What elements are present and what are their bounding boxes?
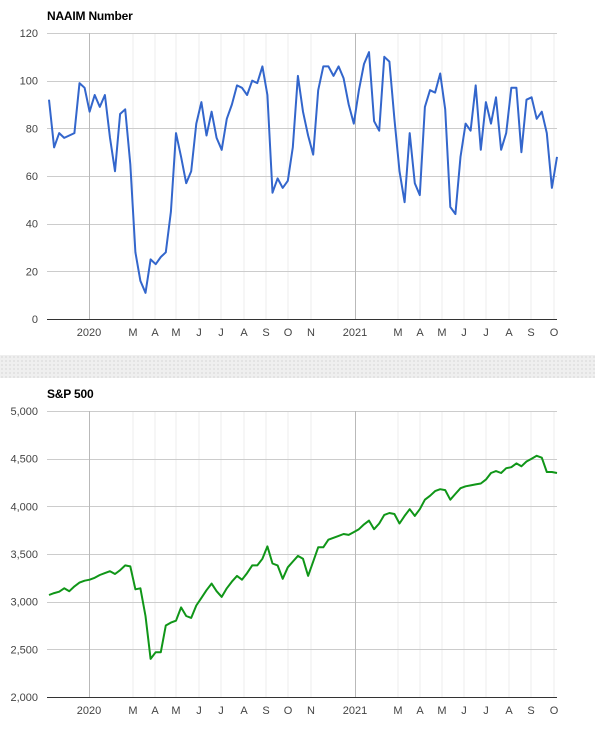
x-tick-label: 2020 bbox=[77, 705, 101, 717]
x-tick-label: A bbox=[151, 705, 159, 717]
y-tick-label: 60 bbox=[26, 171, 38, 183]
x-tick-label: M bbox=[171, 705, 180, 717]
chart-separator bbox=[0, 355, 595, 378]
x-tick-label: J bbox=[461, 705, 467, 717]
x-tick-label: J bbox=[218, 705, 224, 717]
x-tick-label: S bbox=[262, 705, 269, 717]
y-tick-label: 3,000 bbox=[10, 597, 38, 609]
naaim-chart-panel: NAAIM Number 0 20 40 60 80 100 120 2020 M A M J J A S O… bbox=[0, 0, 595, 355]
x-tick-label: J bbox=[196, 705, 202, 717]
y-tick-label: 120 bbox=[20, 28, 38, 40]
x-tick-label: M bbox=[437, 705, 446, 717]
x-tick-label: N bbox=[307, 705, 315, 717]
x-tick-label: M bbox=[128, 705, 137, 717]
x-tick-label: A bbox=[505, 327, 513, 339]
x-tick-label: O bbox=[550, 327, 559, 339]
y-tick-label: 20 bbox=[26, 266, 38, 278]
x-tick-label: M bbox=[393, 705, 402, 717]
x-tick-label: M bbox=[128, 327, 137, 339]
x-tick-label: 2021 bbox=[343, 327, 367, 339]
x-tick-label: A bbox=[151, 327, 159, 339]
sp500-chart-panel: S&P 500 2,000 2,500 3,000 3,500 4,000 4,500 5,… bbox=[0, 378, 595, 738]
y-tick-label: 4,000 bbox=[10, 501, 38, 513]
x-tick-label: 2020 bbox=[77, 327, 101, 339]
x-tick-label: A bbox=[416, 705, 424, 717]
y-tick-label: 100 bbox=[20, 76, 38, 88]
x-tick-label: M bbox=[437, 327, 446, 339]
y-tick-label: 3,500 bbox=[10, 549, 38, 561]
x-tick-label: 2021 bbox=[343, 705, 367, 717]
sp500-chart: 2,000 2,500 3,000 3,500 4,000 4,500 5,000 2020 M… bbox=[10, 406, 559, 717]
y-tick-label: 2,500 bbox=[10, 644, 38, 656]
x-tick-label: J bbox=[483, 327, 489, 339]
x-tick-label: A bbox=[416, 327, 424, 339]
y-tick-label: 80 bbox=[26, 123, 38, 135]
x-tick-label: J bbox=[461, 327, 467, 339]
x-tick-label: O bbox=[550, 705, 559, 717]
x-tick-label: S bbox=[527, 705, 534, 717]
x-tick-label: A bbox=[240, 327, 248, 339]
x-tick-label: A bbox=[505, 705, 513, 717]
x-tick-label: J bbox=[218, 327, 224, 339]
y-tick-label: 5,000 bbox=[10, 406, 38, 418]
chart-title: S&P 500 bbox=[47, 387, 94, 401]
x-tick-label: N bbox=[307, 327, 315, 339]
x-tick-label: S bbox=[262, 327, 269, 339]
x-tick-label: A bbox=[240, 705, 248, 717]
x-tick-label: O bbox=[284, 327, 293, 339]
series-line bbox=[48, 454, 558, 660]
x-tick-label: J bbox=[196, 327, 202, 339]
y-tick-label: 40 bbox=[26, 219, 38, 231]
chart-title: NAAIM Number bbox=[47, 9, 133, 23]
x-tick-label: M bbox=[393, 327, 402, 339]
x-tick-label: J bbox=[483, 705, 489, 717]
x-tick-label: M bbox=[171, 327, 180, 339]
y-tick-label: 0 bbox=[32, 314, 38, 326]
x-tick-label: S bbox=[527, 327, 534, 339]
y-tick-label: 2,000 bbox=[10, 692, 38, 704]
series-line bbox=[48, 51, 558, 294]
x-tick-label: O bbox=[284, 705, 293, 717]
y-tick-label: 4,500 bbox=[10, 454, 38, 466]
